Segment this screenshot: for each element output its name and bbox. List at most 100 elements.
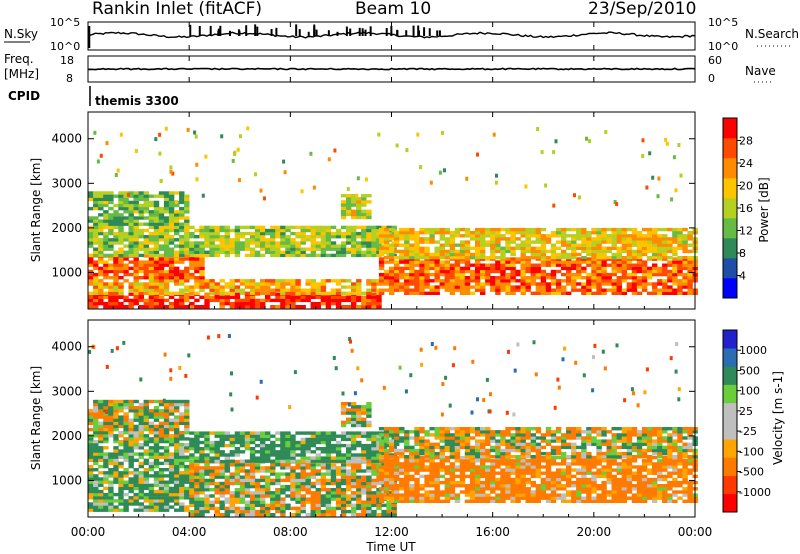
heatmap-cell (379, 276, 384, 279)
heatmap-cell (632, 484, 637, 487)
heatmap-cell (601, 465, 606, 468)
heatmap-cell (607, 282, 612, 285)
heatmap-cell (123, 437, 128, 440)
heatmap-cell (429, 289, 434, 292)
heatmap-cell (225, 488, 230, 491)
heatmap-cell (389, 500, 394, 503)
heatmap-cell (215, 450, 220, 453)
heatmap-cell (240, 501, 245, 504)
heatmap-cell (632, 279, 637, 282)
heatmap-cell (657, 244, 662, 247)
heatmap-cell (301, 460, 306, 463)
heatmap-cell (285, 248, 290, 251)
heatmap-cell (184, 195, 189, 198)
heatmap-cell (209, 469, 214, 472)
heatmap-cell (316, 460, 321, 463)
heatmap-cell (652, 240, 657, 243)
heatmap-cell (154, 499, 159, 502)
heatmap-cell (546, 462, 551, 465)
heatmap-cell (321, 251, 326, 254)
heatmap-cell (174, 273, 179, 276)
heatmap-cell (280, 244, 285, 247)
heatmap-cell (460, 472, 465, 475)
heatmap-cell (275, 431, 280, 434)
heatmap-cell (445, 240, 450, 243)
heatmap-cell (331, 431, 336, 434)
heatmap-cell (189, 472, 194, 475)
heatmap-cell (667, 475, 672, 478)
heatmap-cell (505, 231, 510, 234)
heatmap-cell (129, 299, 134, 302)
heatmap-cell (551, 487, 556, 490)
heatmap-cell (184, 468, 189, 471)
heatmap-cell (495, 472, 500, 475)
heatmap-cell (321, 460, 326, 463)
heatmap-cell (169, 279, 174, 282)
heatmap-cell (571, 273, 576, 276)
heatmap-cell (657, 468, 662, 471)
heatmap-cell (455, 285, 460, 288)
heatmap-cell (627, 484, 632, 487)
heatmap-cell (209, 285, 214, 288)
heatmap-cell (215, 244, 220, 247)
heatmap-cell (409, 500, 414, 503)
heatmap-cell (235, 251, 240, 254)
heatmap-cell (351, 466, 356, 469)
heatmap-cell (485, 475, 490, 478)
heatmap-cell (576, 276, 581, 279)
heatmap-cell (561, 497, 566, 500)
heatmap-cell (321, 279, 326, 282)
heatmap-cell (108, 422, 113, 425)
heatmap-cell (612, 270, 617, 273)
heatmap-cell (326, 241, 331, 244)
heatmap-cell (265, 431, 270, 434)
heatmap-cell (275, 491, 280, 494)
heatmap-cell (169, 505, 174, 508)
heatmap-cell (576, 289, 581, 292)
heatmap-cell (108, 474, 113, 477)
heatmap-cell (366, 510, 371, 513)
heatmap-cell (311, 279, 316, 282)
heatmap-cell (290, 482, 295, 485)
heatmap-cell (356, 453, 361, 456)
heatmap-cell (154, 235, 159, 238)
heatmap-cell (531, 459, 536, 462)
heatmap-cell (429, 231, 434, 234)
heatmap-cell (521, 481, 526, 484)
heatmap-cell (270, 235, 275, 238)
heatmap-cell (346, 194, 351, 197)
heatmap-cell (159, 462, 164, 465)
heatmap-cell (164, 484, 169, 487)
heatmap-cell (455, 231, 460, 234)
heatmap-cell (455, 279, 460, 282)
heatmap-cell (103, 241, 108, 244)
heatmap-cell (556, 234, 561, 237)
heatmap-cell (419, 228, 424, 231)
heatmap-cell (189, 257, 194, 260)
heatmap-cell (285, 450, 290, 453)
heatmap-cell (220, 248, 225, 251)
heatmap-cell (376, 296, 381, 299)
heatmap-cell (546, 282, 551, 285)
heatmap-cell (376, 302, 381, 305)
heatmap-cell (642, 465, 647, 468)
heatmap-cell (129, 502, 134, 505)
heatmap-cell (662, 465, 667, 468)
heatmap-cell (118, 403, 123, 406)
heatmap-cell (139, 428, 144, 431)
heatmap-cell (351, 213, 356, 216)
heatmap-cell (627, 289, 632, 292)
heatmap-cell (93, 474, 98, 477)
heatmap-cell (601, 228, 606, 231)
heatmap-cell (164, 238, 169, 241)
heatmap-cell (194, 285, 199, 288)
heatmap-cell (164, 493, 169, 496)
heatmap-cell (134, 471, 139, 474)
heatmap-cell (445, 256, 450, 259)
heatmap-cell (149, 210, 154, 213)
heatmap-cell (139, 465, 144, 468)
heatmap-cell (149, 195, 154, 198)
heatmap-cell (346, 460, 351, 463)
heatmap-cell (404, 484, 409, 487)
heatmap-cell (440, 462, 445, 465)
